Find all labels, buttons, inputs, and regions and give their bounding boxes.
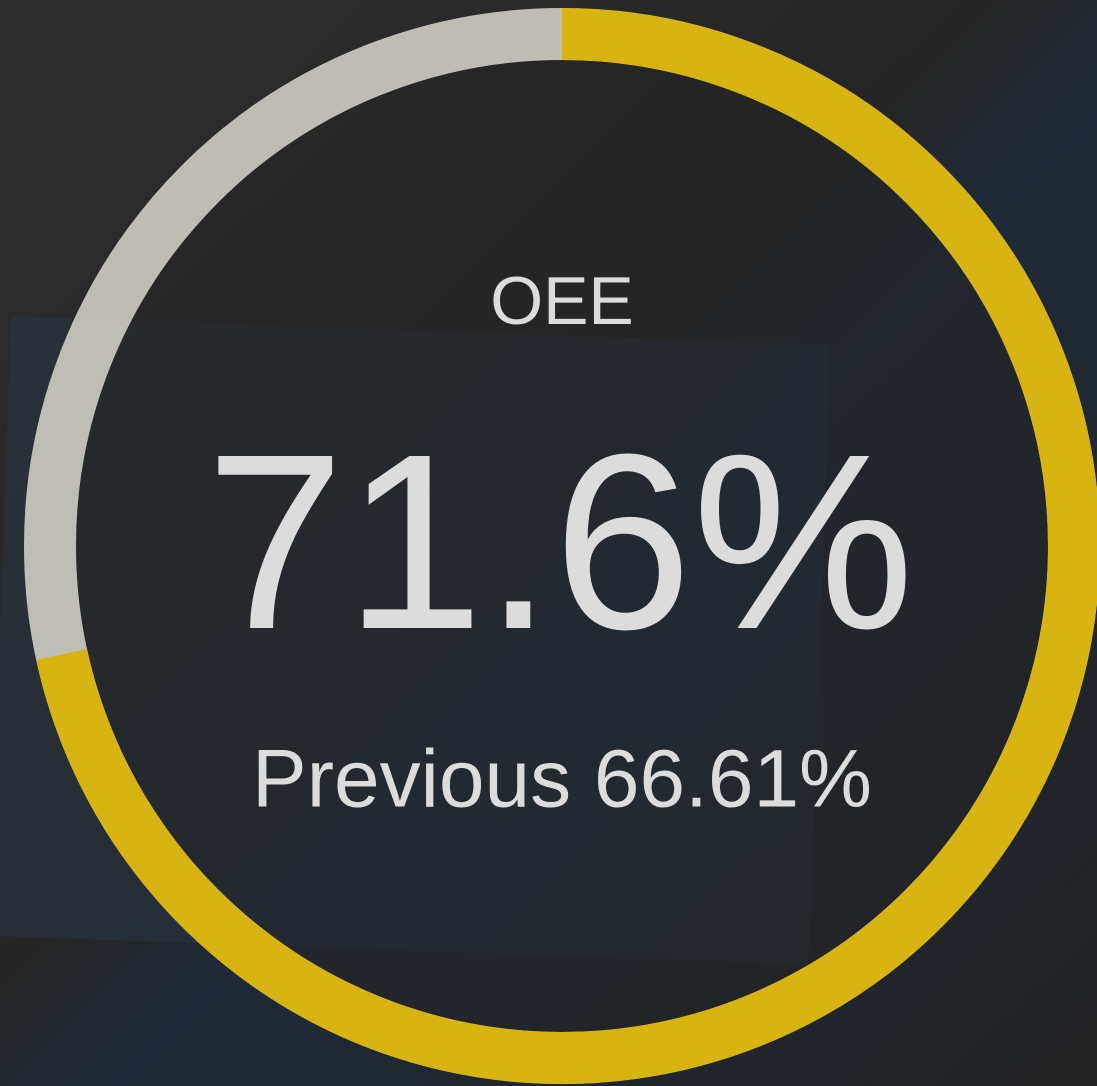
gauge-title: OEE [490, 263, 634, 339]
gauge-value-label: 71.6% [206, 402, 915, 681]
gauge-face [76, 60, 1048, 1032]
gauge-arc [36, 8, 1097, 1084]
previous-annotation: Previous 66.61% [252, 734, 872, 825]
gauge [24, 8, 1097, 1084]
